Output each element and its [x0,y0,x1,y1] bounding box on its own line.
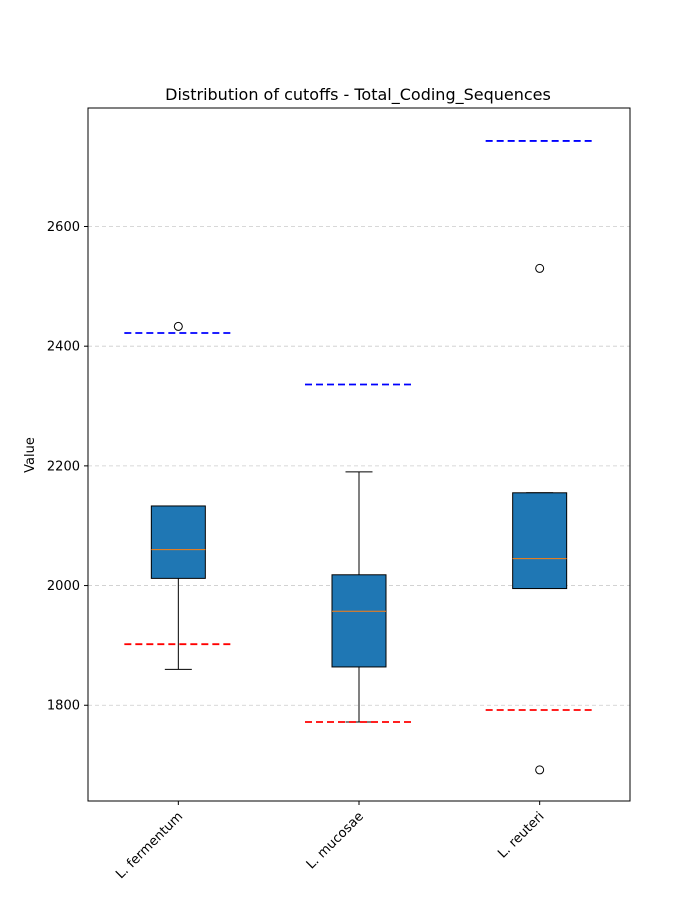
box-iqr [512,492,568,590]
y-axis-label: Value [23,437,38,473]
y-tick-label: 2600 [47,220,80,235]
chart-title: Distribution of cutoffs - Total_Coding_S… [165,85,551,105]
y-tick-label: 2400 [47,340,80,355]
y-tick-label: 1800 [47,699,80,714]
y-tick-label: 2000 [47,579,80,594]
plot-marks [124,140,594,775]
box-iqr [150,505,206,579]
outlier-point [535,765,545,775]
outlier-point [535,263,545,273]
x-tick-label: L. reuteri [495,809,547,861]
box-iqr [331,574,387,668]
outlier-point [173,321,183,331]
axis-ticks: 1800 2000 2200 2400 2600 L. fermentum L. mucos… [47,220,548,882]
y-tick-label: 2200 [47,459,80,474]
x-tick-label: L. mucosae [304,809,367,872]
x-tick-label: L. fermentum [113,809,186,882]
